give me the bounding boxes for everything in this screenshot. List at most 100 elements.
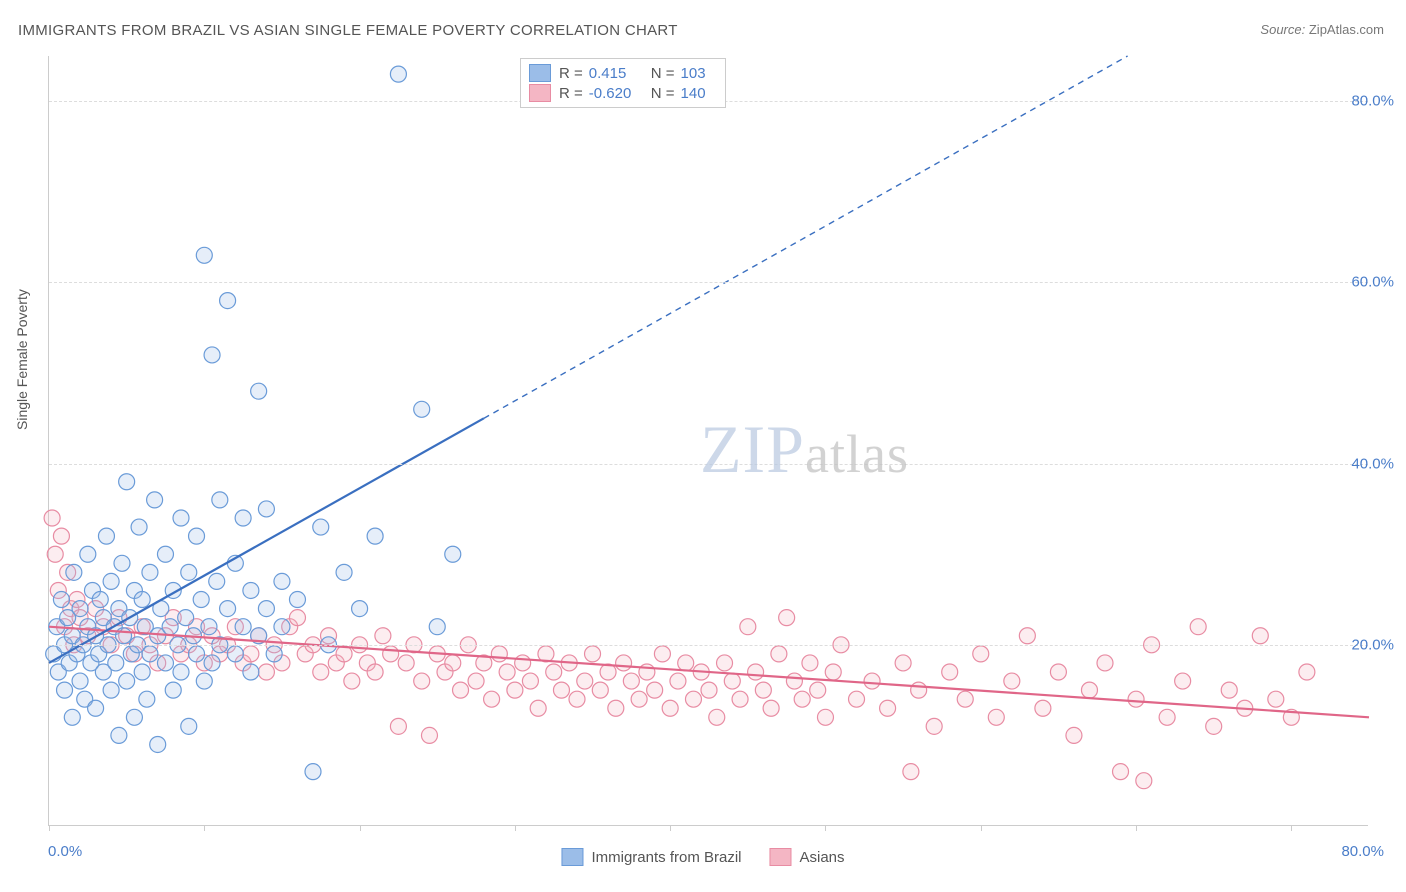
data-point: [670, 673, 686, 689]
x-axis-min-label: 0.0%: [48, 843, 82, 860]
data-point: [569, 691, 585, 707]
y-tick-label: 20.0%: [1351, 636, 1394, 653]
data-point: [162, 619, 178, 635]
data-point: [1268, 691, 1284, 707]
x-tick: [1291, 825, 1292, 831]
x-tick: [1136, 825, 1137, 831]
data-point: [453, 682, 469, 698]
data-point: [717, 655, 733, 671]
data-point: [220, 293, 236, 309]
data-point: [103, 573, 119, 589]
data-point: [53, 592, 69, 608]
data-point: [196, 247, 212, 263]
data-point: [173, 510, 189, 526]
data-point: [289, 610, 305, 626]
r-value-brazil: 0.415: [589, 65, 645, 82]
data-point: [150, 736, 166, 752]
data-point: [157, 546, 173, 562]
x-tick: [515, 825, 516, 831]
data-point: [414, 673, 430, 689]
legend-label-brazil: Immigrants from Brazil: [591, 849, 741, 866]
data-point: [631, 691, 647, 707]
chart-title: IMMIGRANTS FROM BRAZIL VS ASIAN SINGLE F…: [18, 22, 678, 39]
data-point: [1004, 673, 1020, 689]
n-value-asians: 140: [681, 85, 715, 102]
data-point: [973, 646, 989, 662]
data-point: [142, 646, 158, 662]
data-point: [66, 564, 82, 580]
data-point: [577, 673, 593, 689]
n-label: N =: [651, 65, 675, 82]
data-point: [258, 601, 274, 617]
data-point: [274, 619, 290, 635]
data-point: [274, 573, 290, 589]
plot-area: [48, 56, 1368, 826]
data-point: [1175, 673, 1191, 689]
data-point: [139, 691, 155, 707]
data-point: [740, 619, 756, 635]
data-point: [289, 592, 305, 608]
data-point: [1019, 628, 1035, 644]
data-point: [1159, 709, 1175, 725]
data-point: [553, 682, 569, 698]
data-point: [243, 664, 259, 680]
data-point: [623, 673, 639, 689]
gridline: [49, 645, 1368, 646]
r-value-asians: -0.620: [589, 85, 645, 102]
data-point: [266, 646, 282, 662]
data-point: [134, 592, 150, 608]
n-value-brazil: 103: [681, 65, 715, 82]
data-point: [181, 718, 197, 734]
data-point: [72, 601, 88, 617]
data-point: [1050, 664, 1066, 680]
data-point: [116, 628, 132, 644]
data-point: [1097, 655, 1113, 671]
data-point: [810, 682, 826, 698]
data-point: [468, 673, 484, 689]
data-point: [352, 601, 368, 617]
legend-row-brazil: R = 0.415 N = 103: [529, 63, 715, 83]
data-point: [654, 646, 670, 662]
correlation-legend: R = 0.415 N = 103 R = -0.620 N = 140: [520, 58, 726, 108]
data-point: [375, 628, 391, 644]
data-point: [1299, 664, 1315, 680]
legend-item-asians: Asians: [770, 848, 845, 866]
data-point: [825, 664, 841, 680]
data-point: [794, 691, 810, 707]
y-tick-label: 40.0%: [1351, 455, 1394, 472]
legend-swatch-asians-bottom: [770, 848, 792, 866]
data-point: [367, 528, 383, 544]
data-point: [92, 592, 108, 608]
data-point: [336, 564, 352, 580]
data-point: [235, 619, 251, 635]
data-point: [108, 655, 124, 671]
data-point: [243, 582, 259, 598]
y-tick-label: 60.0%: [1351, 274, 1394, 291]
data-point: [484, 691, 500, 707]
data-point: [178, 610, 194, 626]
data-point: [802, 655, 818, 671]
x-tick: [204, 825, 205, 831]
data-point: [895, 655, 911, 671]
data-point: [165, 682, 181, 698]
data-point: [103, 682, 119, 698]
x-tick: [670, 825, 671, 831]
data-point: [119, 673, 135, 689]
data-point: [786, 673, 802, 689]
data-point: [507, 682, 523, 698]
data-point: [499, 664, 515, 680]
gridline: [49, 282, 1368, 283]
data-point: [173, 664, 189, 680]
data-point: [1113, 764, 1129, 780]
legend-swatch-asians: [529, 84, 551, 102]
data-point: [251, 383, 267, 399]
data-point: [258, 501, 274, 517]
trend-line-brazil-dashed: [484, 56, 1128, 418]
legend-label-asians: Asians: [800, 849, 845, 866]
data-point: [383, 646, 399, 662]
legend-row-asians: R = -0.620 N = 140: [529, 83, 715, 103]
data-point: [414, 401, 430, 417]
data-point: [880, 700, 896, 716]
x-axis-max-label: 80.0%: [1341, 843, 1384, 860]
data-point: [1221, 682, 1237, 698]
